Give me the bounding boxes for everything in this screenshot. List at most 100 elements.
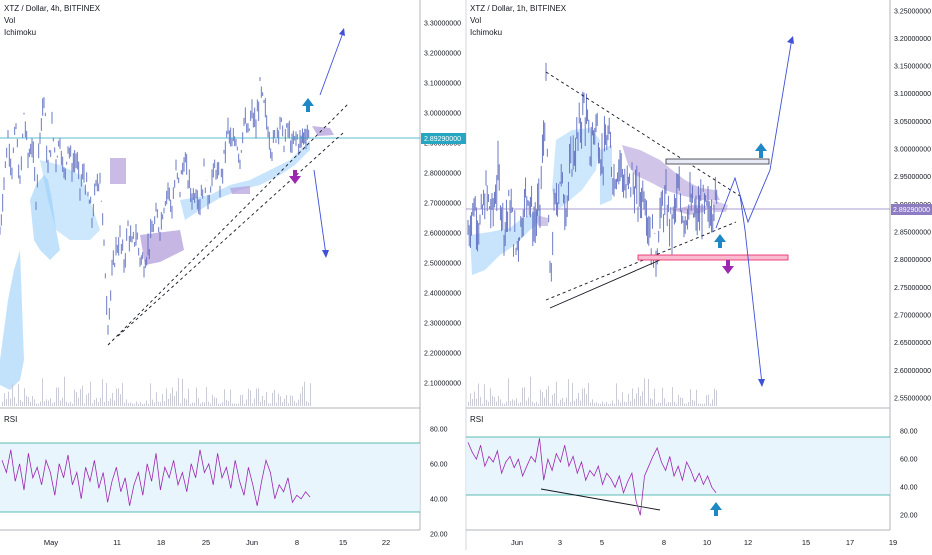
right-volume-bar [496, 401, 497, 406]
left-volume-bar [206, 387, 207, 406]
left-volume-bar [166, 388, 167, 406]
right-rsi-axis: 80.00 60.00 40.00 20.00 [900, 429, 918, 520]
left-price-tick: 3.20000000 [424, 51, 461, 58]
left-price-series [0, 77, 310, 335]
left-volume-bar [28, 397, 29, 406]
left-volume-bar [20, 399, 21, 406]
right-volume-bar [684, 403, 685, 406]
right-volume-bar [484, 384, 485, 406]
left-time-tick: 8 [295, 538, 299, 547]
right-volume-bar [508, 378, 509, 406]
right-price-tick: 2.55000000 [894, 396, 931, 403]
left-volume-bars [2, 376, 311, 406]
left-volume-bar [144, 403, 145, 406]
left-volume-bar [184, 398, 185, 406]
right-volume-bar [506, 401, 507, 406]
left-volume-bar [244, 403, 245, 406]
right-price-tick: 3.05000000 [894, 119, 931, 126]
right-volume-bar [682, 398, 683, 406]
left-rsi-axis: 80.00 60.00 40.00 20.00 [430, 426, 448, 538]
right-rsi-line [467, 438, 717, 516]
right-volume-bar [652, 399, 653, 406]
right-volume-bar [560, 399, 561, 406]
left-volume-bar [70, 401, 71, 406]
right-indicator-ichimoku: Ichimoku [470, 28, 502, 37]
right-volume-bar [510, 401, 511, 406]
left-volume-bar [272, 392, 273, 406]
left-volume-bar [160, 402, 161, 406]
right-volume-bar [664, 398, 665, 406]
left-rsi-tick: 60.00 [430, 461, 448, 468]
left-volume-bar [308, 402, 309, 406]
right-volume-bar [490, 388, 491, 406]
left-volume-bar [76, 392, 77, 406]
right-time-tick: 17 [846, 538, 854, 547]
right-volume-bar [714, 388, 715, 406]
left-volume-bar [248, 388, 249, 406]
left-volume-bar [122, 382, 123, 406]
right-volume-bar [698, 403, 699, 406]
right-up-arrow-icon-mid [714, 234, 726, 248]
right-volume-bar [676, 403, 677, 406]
left-volume-bar [30, 401, 31, 406]
left-volume-bar [66, 401, 67, 406]
right-volume-bar [642, 391, 643, 406]
left-volume-bar [268, 403, 269, 406]
right-volume-bar [660, 402, 661, 406]
left-volume-bar [68, 403, 69, 406]
right-volume-bar [594, 403, 595, 406]
left-volume-bar [174, 396, 175, 406]
left-time-axis: May 11 18 25 Jun 8 15 22 [44, 538, 390, 547]
right-volume-bar [598, 403, 599, 406]
left-volume-bar [310, 383, 311, 406]
left-volume-bar [300, 393, 301, 406]
left-volume-bar [54, 402, 55, 406]
left-time-tick: May [44, 538, 58, 547]
right-volume-bar [700, 403, 701, 406]
left-volume-bar [112, 393, 113, 406]
left-price-tick: 2.50000000 [424, 261, 461, 268]
left-volume-bar [72, 403, 73, 406]
right-time-tick: 19 [889, 538, 897, 547]
left-annotations [107, 28, 350, 346]
left-projection-up [319, 29, 345, 96]
right-volume-bar [574, 401, 575, 406]
right-volume-bar [470, 393, 471, 406]
right-volume-bar [606, 401, 607, 406]
right-time-axis: Jun 3 5 8 10 12 15 17 19 [511, 538, 897, 547]
right-rsi-tick: 80.00 [900, 429, 918, 436]
right-volume-bar [658, 402, 659, 406]
left-volume-bar [40, 401, 41, 406]
right-volume-bar [516, 398, 517, 406]
left-volume-bar [88, 393, 89, 406]
right-volume-bar [572, 383, 573, 406]
left-volume-bar [152, 399, 153, 406]
left-volume-bar [246, 399, 247, 406]
right-volume-bar [472, 399, 473, 406]
right-price-tick: 2.60000000 [894, 368, 931, 375]
left-volume-bar [196, 387, 197, 406]
right-volume-bar [614, 403, 615, 406]
right-volume-bar [530, 376, 531, 406]
right-volume-bars [468, 376, 717, 406]
right-dashed-resistance [545, 71, 741, 197]
right-volume-bar [526, 400, 527, 406]
right-volume-bar [500, 399, 501, 406]
right-volume-bar [686, 403, 687, 406]
left-price-tick: 3.00000000 [424, 111, 461, 118]
right-volume-bar [650, 398, 651, 406]
left-time-tick: 15 [339, 538, 347, 547]
right-price-tick: 2.85000000 [894, 230, 931, 237]
left-volume-bar [218, 403, 219, 406]
left-volume-bar [252, 403, 253, 406]
right-time-tick: Jun [511, 538, 523, 547]
right-volume-bar [678, 394, 679, 406]
right-volume-bar [476, 398, 477, 406]
right-title: XTZ / Dollar, 1h, BITFINEX [470, 4, 567, 13]
right-volume-bar [666, 403, 667, 406]
left-volume-bar [128, 403, 129, 406]
left-volume-bar [94, 399, 95, 406]
right-volume-bar [702, 404, 703, 406]
right-volume-bar [478, 383, 479, 406]
left-volume-bar [250, 390, 251, 406]
